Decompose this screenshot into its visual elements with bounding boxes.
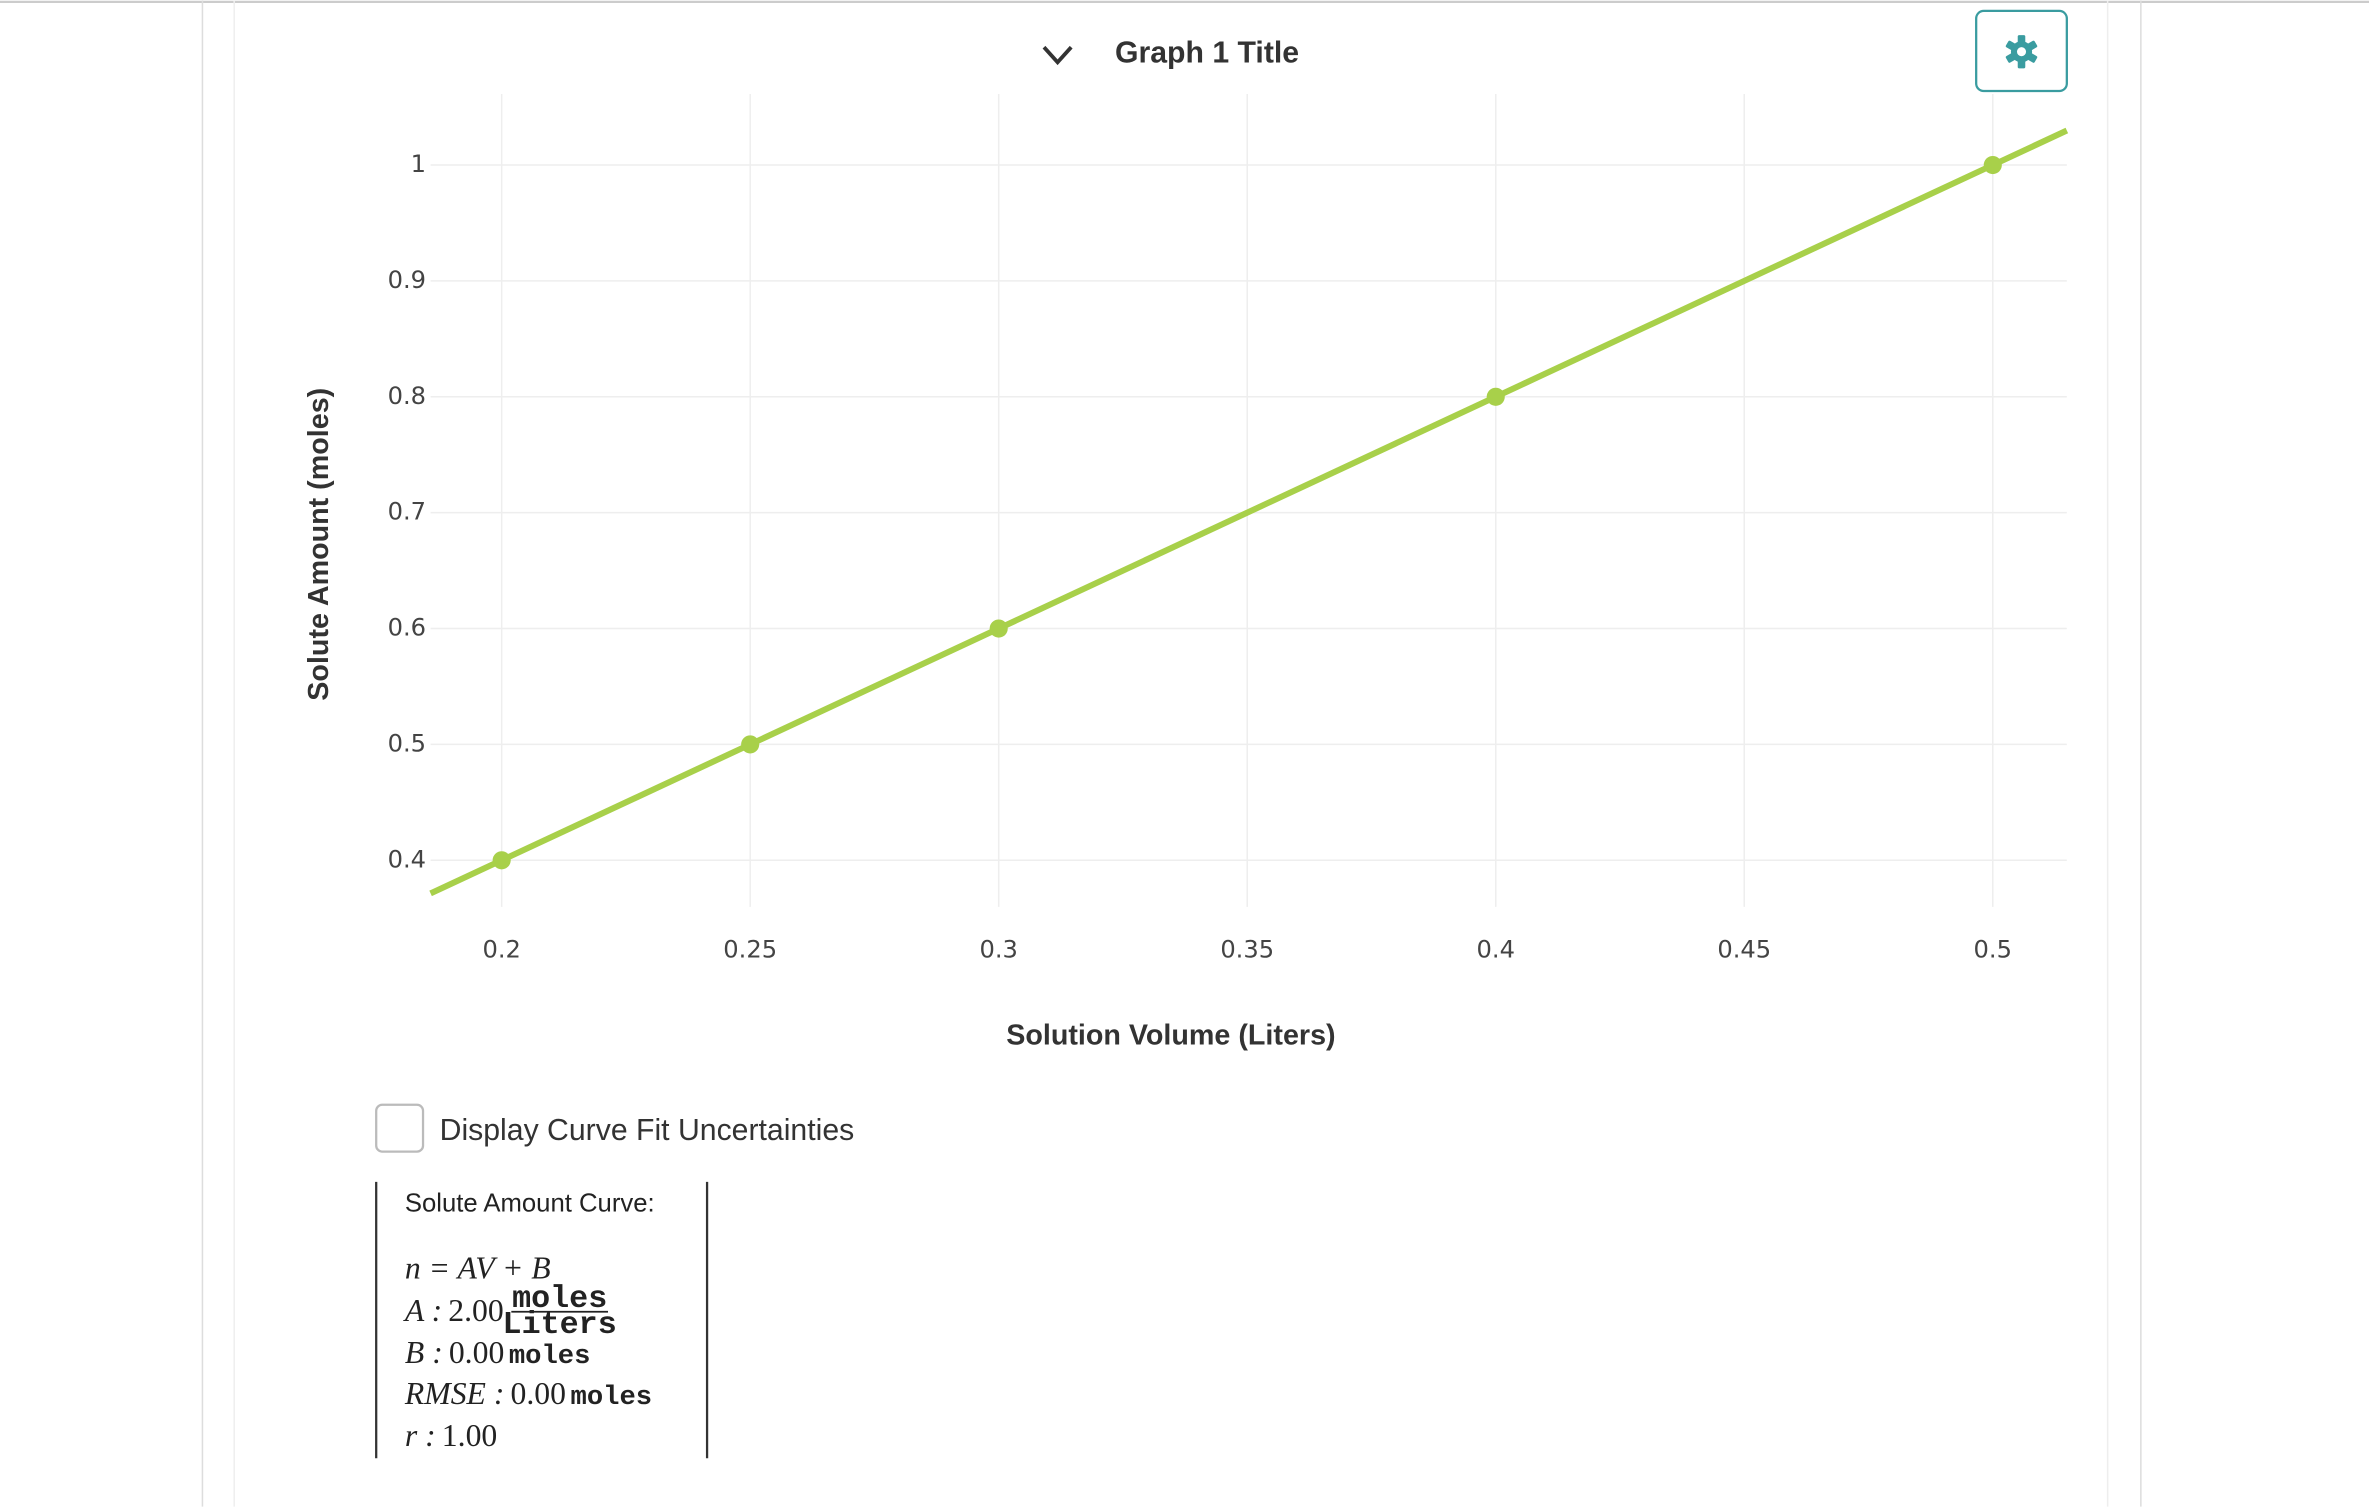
param-value: 2.00 [448, 1293, 504, 1328]
fit-param: r :1.00 [405, 1418, 497, 1453]
data-point [741, 735, 760, 754]
fit-param: A :2.00 [403, 1293, 504, 1328]
data-point [1486, 387, 1505, 406]
param-value: 1.00 [442, 1418, 498, 1453]
x-tick-label: 0.25 [723, 936, 777, 964]
x-tick-label: 0.5 [1974, 936, 2012, 964]
fit-param: RMSE :0.00 moles [404, 1376, 652, 1413]
param-unit: moles [571, 1382, 653, 1413]
y-axis-label: Solute Amount (moles) [303, 388, 335, 701]
chart-title[interactable]: Graph 1 Title [1115, 37, 1299, 70]
param-label: RMSE : [404, 1376, 505, 1411]
param-value: 0.00 [449, 1335, 505, 1370]
plot: 0.2 0.25 0.3 0.35 0.4 0.45 0.5 0.4 0.5 0.6 0.7 0.8 0… [388, 94, 2069, 964]
collapse-chevron[interactable] [1042, 45, 1073, 66]
param-label: A : [403, 1293, 442, 1328]
checkbox-label[interactable]: Display Curve Fit Uncertainties [440, 1114, 855, 1147]
x-tick-label: 0.2 [482, 936, 520, 964]
y-tick-label: 0.4 [388, 845, 426, 873]
fit-heading: Solute Amount Curve: [405, 1189, 655, 1217]
param-label: r : [405, 1418, 436, 1453]
data-point [1983, 155, 2002, 175]
param-value: 0.00 [510, 1376, 566, 1411]
param-unit: moles [509, 1341, 591, 1372]
x-axis-label: Solution Volume (Liters) [1006, 1019, 1335, 1051]
param-label: B : [405, 1335, 443, 1370]
y-tick-label: 1 [411, 150, 426, 178]
y-tick-label: 0.5 [388, 729, 426, 757]
y-tick-label: 0.6 [388, 614, 426, 642]
y-tick-label: 0.8 [388, 382, 426, 410]
y-tick-label: 0.9 [388, 266, 426, 294]
x-tick-label: 0.4 [1477, 936, 1515, 964]
fit-param: B :0.00 moles [405, 1335, 591, 1372]
fit-equation: n = AV + B [405, 1251, 551, 1286]
gear-icon[interactable] [2005, 35, 2038, 69]
x-tick-label: 0.45 [1717, 936, 1771, 964]
unit-denominator: Liters [503, 1307, 617, 1343]
data-point [492, 851, 511, 870]
data-point [989, 619, 1008, 638]
x-tick-label: 0.35 [1220, 936, 1274, 964]
y-tick-label: 0.7 [388, 498, 426, 526]
fit-line [429, 127, 2069, 897]
settings-button[interactable] [1975, 9, 2068, 93]
checkbox[interactable] [375, 1103, 425, 1153]
x-tick-label: 0.3 [979, 936, 1017, 964]
